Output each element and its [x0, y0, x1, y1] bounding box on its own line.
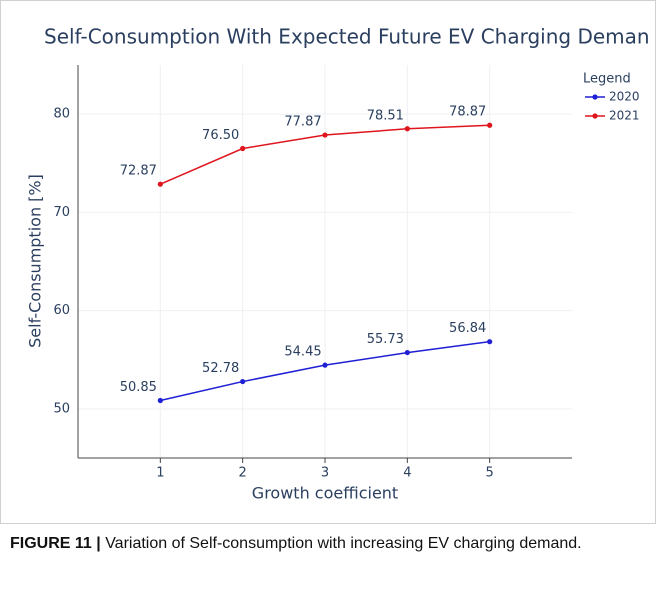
data-label: 72.87	[120, 164, 157, 179]
legend-marker	[592, 94, 598, 100]
point	[487, 339, 493, 345]
point	[157, 181, 163, 187]
point	[240, 145, 246, 152]
data-label: 78.87	[449, 105, 486, 120]
x-tick-label: 4	[403, 466, 411, 481]
y-tick-label: 80	[53, 107, 70, 122]
point	[404, 349, 410, 356]
y-tick-label: 50	[53, 401, 70, 416]
x-tick-label: 2	[239, 466, 247, 481]
x-tick-label: 1	[156, 466, 164, 481]
data-label: 50.85	[120, 380, 157, 395]
legend-label: 2020	[609, 90, 640, 104]
data-label: 56.84	[449, 321, 486, 336]
legend-label: 2021	[609, 109, 640, 123]
point	[157, 397, 163, 404]
x-tick-label: 5	[486, 466, 494, 481]
point	[404, 126, 410, 132]
y-tick-label: 60	[53, 303, 70, 318]
legend-marker	[592, 113, 598, 119]
point	[322, 362, 328, 368]
legend-title: Legend	[583, 72, 631, 87]
data-label: 54.45	[284, 345, 321, 360]
point	[240, 378, 246, 385]
frame	[0, 0, 656, 524]
data-label: 78.51	[367, 108, 404, 123]
caption-text: Variation of Self-consumption with incre…	[105, 535, 582, 552]
point	[322, 132, 328, 138]
data-label: 76.50	[202, 128, 239, 143]
caption: FIGURE 11 | Variation of Self-consumptio…	[10, 532, 640, 555]
data-label: 77.87	[284, 115, 321, 130]
chart-title: Self-Consumption With Expected Future EV…	[44, 25, 650, 49]
point	[487, 122, 493, 128]
y-axis-title: Self-Consumption [%]	[26, 174, 45, 348]
x-axis-title: Growth coefficient	[252, 484, 398, 503]
y-tick-label: 70	[53, 205, 70, 220]
x-tick-label: 3	[321, 466, 329, 481]
data-label: 55.73	[367, 332, 404, 347]
data-label: 52.78	[202, 361, 239, 376]
caption-label: FIGURE 11 |	[10, 535, 101, 552]
chart: Self-Consumption With Expected Future EV…	[0, 0, 656, 524]
